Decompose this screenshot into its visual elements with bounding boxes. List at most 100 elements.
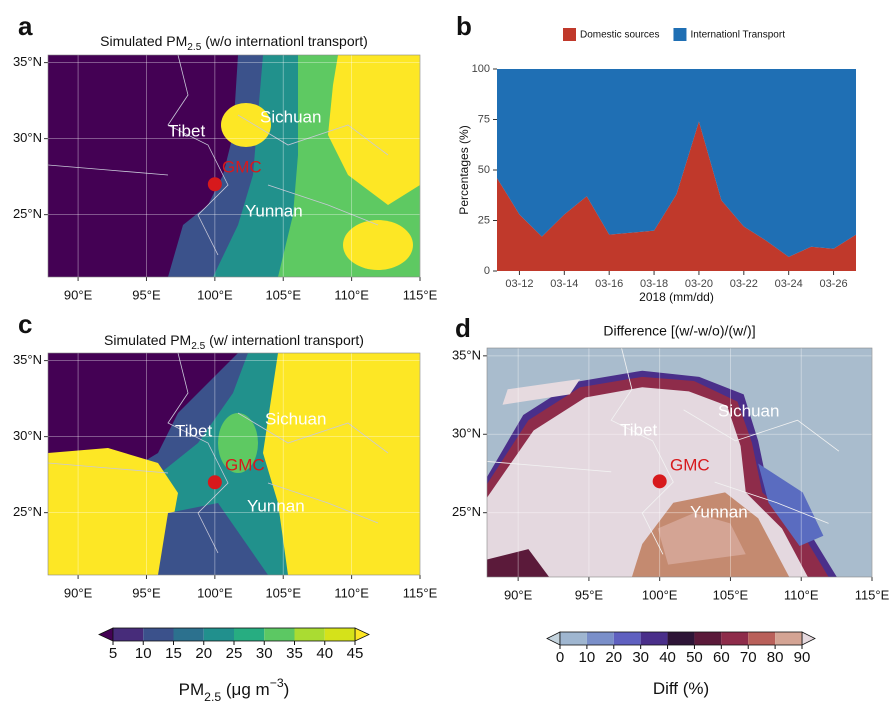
y-tick-label: 75 <box>478 113 490 125</box>
x-axis-title: 2018 (mm/dd) <box>639 290 714 304</box>
x-tick-label: 110°E <box>334 287 369 302</box>
text-part: Simulated PM <box>100 33 187 49</box>
y-tick-label: 0 <box>484 265 490 277</box>
colorbar-segment <box>775 632 802 645</box>
legend-label: Domestic sources <box>580 30 659 41</box>
colorbar-tick-label: 30 <box>632 649 649 666</box>
colorbar-tick-label: 15 <box>165 645 182 662</box>
site-label: GMC <box>225 455 265 474</box>
colorbar-tick-label: 5 <box>109 645 117 662</box>
region-label: Sichuan <box>260 107 321 126</box>
x-tick-label: 03-18 <box>640 278 668 290</box>
region-label: Yunnan <box>245 201 303 220</box>
colorbar-tick-label: 20 <box>195 645 212 662</box>
text-part: Diff (%) <box>653 679 709 698</box>
colorbar-tick-label: 70 <box>740 649 757 666</box>
map-frame <box>47 54 421 278</box>
colorbar-segment <box>324 628 355 641</box>
x-tick-label: 100°E <box>197 287 233 302</box>
x-tick-label: 95°E <box>132 585 161 600</box>
legend-swatch <box>563 28 576 41</box>
colorbar-segment <box>694 632 722 645</box>
x-tick-label: 95°E <box>132 287 161 302</box>
colorbar-tick-label: 30 <box>256 645 273 662</box>
colorbar-segment <box>113 628 144 641</box>
colorbar-tick-label: 40 <box>659 649 676 666</box>
colorbar-tick-label: 50 <box>686 649 703 666</box>
colorbar-segment <box>203 628 234 641</box>
panel-letter: d <box>455 313 471 343</box>
panel-letter: a <box>18 11 33 41</box>
site-marker <box>652 474 667 489</box>
x-tick-label: 90°E <box>64 585 93 600</box>
x-tick-label: 90°E <box>504 587 533 602</box>
text-part: 2.5 <box>191 341 205 352</box>
y-tick-label: 35°N <box>13 54 42 69</box>
colorbar-extend <box>98 627 114 642</box>
site-label: GMC <box>670 455 710 474</box>
x-tick-label: 03-16 <box>595 278 623 290</box>
text-part: 2.5 <box>204 690 221 704</box>
map-title: Simulated PM2.5 (w/o internationl transp… <box>100 33 368 53</box>
x-tick-label: 115°E <box>403 585 438 600</box>
map-title: Simulated PM2.5 (w/ internationl transpo… <box>104 332 364 352</box>
y-axis-title: Percentages (%) <box>457 125 471 214</box>
panel-letter: c <box>18 309 32 339</box>
x-tick-label: 95°E <box>575 587 604 602</box>
colorbar-extend <box>354 627 370 642</box>
text-part: Simulated PM <box>104 332 191 348</box>
colorbar-frame <box>559 631 803 646</box>
text-part: (w/ internationl transport) <box>205 332 364 348</box>
y-tick-label: 50 <box>478 164 490 176</box>
y-tick-label: 35°N <box>13 352 42 367</box>
colorbar-segment <box>667 632 695 645</box>
x-tick-label: 105°E <box>713 587 749 602</box>
colorbar-tick-label: 10 <box>579 649 596 666</box>
x-tick-label: 100°E <box>642 587 678 602</box>
x-tick-label: 03-26 <box>819 278 847 290</box>
region-label: Sichuan <box>718 401 779 420</box>
x-tick-label: 100°E <box>197 585 233 600</box>
y-tick-label: 100 <box>472 63 490 75</box>
text-part: (μg m <box>221 680 270 699</box>
colorbar-tick-label: 35 <box>286 645 303 662</box>
y-tick-label: 30°N <box>452 426 481 441</box>
region-label: Tibet <box>175 421 212 440</box>
map-frame <box>47 352 421 576</box>
colorbar-segment <box>613 632 641 645</box>
x-tick-label: 03-24 <box>775 278 803 290</box>
panel-letter: b <box>456 11 472 41</box>
text-part: (w/o internationl transport) <box>201 33 368 49</box>
y-tick-label: 25°N <box>13 504 42 519</box>
region-label: Yunnan <box>247 496 305 515</box>
text-part: PM <box>179 680 205 699</box>
colorbar-tick-label: 10 <box>135 645 152 662</box>
colorbar-segment <box>721 632 749 645</box>
x-tick-label: 115°E <box>403 287 438 302</box>
map-c-field <box>48 353 420 575</box>
site-marker <box>207 475 222 490</box>
colorbar-tick-label: 25 <box>226 645 243 662</box>
y-tick-label: 35°N <box>452 347 481 362</box>
colorbar-tick-label: 20 <box>605 649 622 666</box>
x-tick-label: 90°E <box>64 287 93 302</box>
colorbar-tick-label: 45 <box>347 645 364 662</box>
colorbar-segment <box>173 628 204 641</box>
colorbar-extend <box>801 631 816 646</box>
region-label: Tibet <box>620 420 657 439</box>
x-tick-label: 03-22 <box>730 278 758 290</box>
text-part: 2.5 <box>187 42 201 53</box>
y-tick-label: 30°N <box>13 130 42 145</box>
colorbar-tick-label: 40 <box>316 645 333 662</box>
region-label: Yunnan <box>690 502 748 521</box>
colorbar-label: PM2.5 (μg m−3) <box>179 676 290 704</box>
colorbar-label: Diff (%) <box>653 679 709 698</box>
x-tick-label: 110°E <box>784 587 819 602</box>
legend-label: Internationl Transport <box>690 30 785 41</box>
x-tick-label: 03-14 <box>550 278 578 290</box>
site-marker <box>207 177 222 192</box>
region-label: Tibet <box>168 121 205 140</box>
colorbar-segment <box>143 628 174 641</box>
colorbar-segment <box>560 632 587 645</box>
